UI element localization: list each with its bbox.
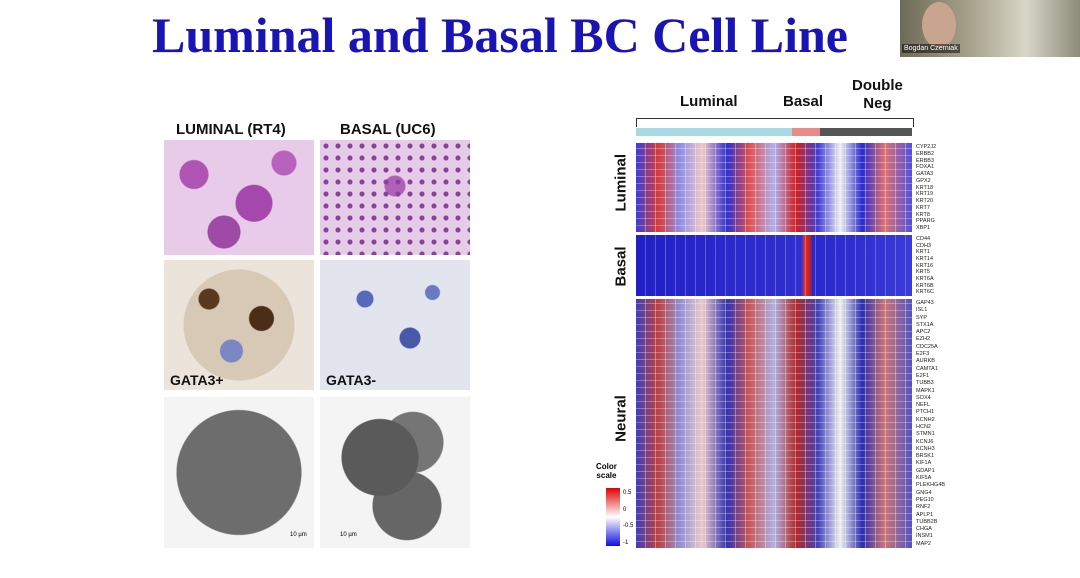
gene-label: KRT16: [916, 262, 934, 269]
gene-label: BRSK1: [916, 453, 935, 460]
gene-label: KIF1A: [916, 460, 932, 467]
column-header: BASAL (UC6): [340, 121, 436, 138]
group-bar: [820, 128, 912, 136]
gene-label: GAP43: [916, 300, 934, 306]
gene-label: MAPK1: [916, 387, 935, 394]
heatmap-block: [636, 235, 912, 296]
group-bar: [636, 128, 792, 136]
gene-label: KRT5: [916, 269, 930, 276]
gene-label: KRT8: [916, 211, 930, 218]
gene-label: CAMTA1: [916, 365, 938, 372]
gene-label: KRT6B: [916, 282, 934, 289]
gene-label: KRT18: [916, 184, 934, 191]
gene-label: E2F1: [916, 372, 930, 379]
image-label: GATA3+: [170, 372, 224, 388]
gene-label: KRT6A: [916, 276, 934, 282]
participant-name: Bogdan Czerniak: [902, 44, 960, 53]
gene-label: KRT20: [916, 198, 934, 205]
gene-label: XBP1: [916, 225, 931, 232]
gene-label: STX1A: [916, 321, 934, 328]
gene-label: GATA3: [916, 171, 934, 178]
gene-label: FOXA1: [916, 164, 935, 171]
gene-label: PTCH1: [916, 409, 935, 416]
micrograph: [320, 140, 470, 255]
micrograph: [320, 260, 470, 390]
color-scale-tick: -1: [623, 540, 629, 546]
row-group-label: Basal: [612, 246, 630, 287]
heatmap-block: [636, 299, 912, 548]
group-label: Basal: [783, 93, 824, 110]
gene-label: KRT19: [916, 191, 934, 198]
gene-label: KIF5A: [916, 475, 932, 482]
micrograph: [164, 260, 314, 390]
micrograph: [320, 397, 470, 548]
gene-label: CD44: [916, 236, 931, 242]
gene-label: ERBB2: [916, 150, 935, 157]
gene-label: CDC25A: [916, 343, 938, 350]
color-scale-tick: -0.5: [623, 523, 634, 530]
gene-label: APC2: [916, 329, 931, 336]
gene-label: EZH2: [916, 336, 931, 343]
gene-label: E2F3: [916, 351, 930, 358]
gene-label: KCNJ6: [916, 438, 934, 445]
color-scale: [606, 488, 620, 546]
gene-label: GNG4: [916, 489, 932, 496]
gene-label: TUBB2B: [916, 518, 938, 525]
row-group-label: Luminal: [612, 153, 630, 212]
gene-label: PEG10: [916, 496, 934, 503]
heatmap-block: [636, 143, 912, 232]
gene-label: KRT14: [916, 256, 934, 262]
gene-label: KRT1: [916, 249, 930, 256]
gene-label: CDH3: [916, 242, 931, 249]
color-scale-tick: 0: [623, 506, 627, 513]
gene-label: NEFL: [916, 402, 931, 409]
gene-label: KCNH3: [916, 445, 935, 452]
gene-label: CHGA: [916, 526, 932, 533]
color-scale-tick: 0.5: [623, 490, 632, 496]
gene-label: CYP2J2: [916, 144, 937, 150]
webcam-feed: Bogdan Czerniak: [900, 0, 1080, 57]
webcam-person: [922, 2, 956, 48]
gene-label: MAP2: [916, 540, 931, 547]
gene-label: HCN2: [916, 424, 931, 430]
micrograph: [164, 140, 314, 255]
gene-label: INSM1: [916, 533, 933, 540]
color-scale-title: Color scale: [596, 462, 617, 480]
group-label: Double Neg: [852, 77, 903, 112]
scale-bar-label: 10 µm: [340, 532, 357, 538]
group-label: Luminal: [680, 93, 738, 110]
gene-label: SYP: [916, 314, 928, 321]
gene-label: KRT6C: [916, 289, 934, 296]
gene-label: ERBB3: [916, 157, 935, 164]
gene-label: GPX2: [916, 177, 931, 184]
column-header: LUMINAL (RT4): [176, 121, 286, 138]
bracket: [636, 118, 914, 127]
gene-label: AURKB: [916, 358, 935, 365]
slide-title: Luminal and Basal BC Cell Line: [152, 7, 848, 63]
image-label: GATA3-: [326, 372, 377, 388]
micrograph: [164, 397, 314, 548]
gene-label: KCNH2: [916, 416, 935, 423]
group-bar: [792, 128, 820, 136]
row-group-label: Neural: [612, 395, 630, 442]
gene-label: GDAP1: [916, 467, 935, 474]
gene-label: ISL1: [916, 307, 928, 314]
gene-label: KRT7: [916, 204, 930, 211]
gene-label: APLP1: [916, 511, 934, 518]
gene-label: SOX4: [916, 394, 931, 401]
gene-label: STMN1: [916, 431, 935, 438]
gene-label: TUBB3: [916, 380, 934, 387]
gene-label: RNF2: [916, 504, 931, 511]
scale-bar-label: 10 µm: [290, 532, 307, 538]
gene-label: PLEKHG4B: [916, 482, 946, 489]
gene-label: PPARG: [916, 218, 935, 225]
